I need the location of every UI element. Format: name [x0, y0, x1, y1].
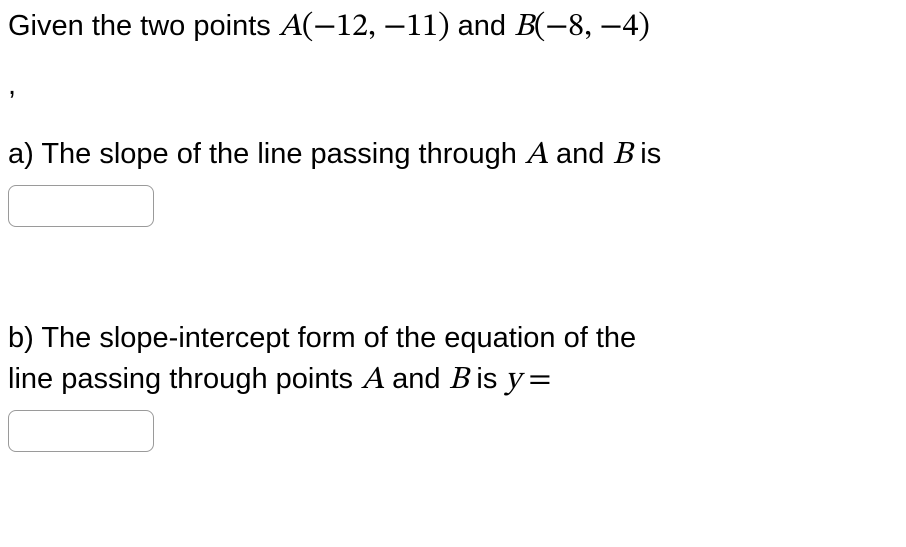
- intro-line: Given the two points A(−12, −11) and B(−…: [8, 6, 898, 49]
- point-a-label: A: [279, 11, 302, 43]
- part-b-mid: and: [384, 363, 449, 395]
- point-a-neg2: −: [383, 11, 406, 43]
- trailing-comma: ,: [8, 71, 898, 100]
- part-b-y: y: [505, 364, 520, 396]
- point-a-open: (: [302, 11, 313, 43]
- point-a-close: ): [438, 11, 449, 43]
- point-b-label: B: [514, 11, 534, 43]
- part-a-suffix: is: [632, 138, 661, 170]
- part-b-B: B: [449, 364, 469, 396]
- part-b-A: A: [361, 364, 384, 396]
- point-b-y: 4: [623, 11, 639, 43]
- point-b-sep: ,: [584, 11, 599, 43]
- slope-input[interactable]: [8, 185, 154, 227]
- part-a-B: B: [612, 139, 632, 171]
- point-b-close: ): [638, 11, 649, 43]
- point-a-x: 12: [336, 11, 368, 43]
- part-b-eq: =: [521, 364, 552, 396]
- point-a-y: 11: [406, 11, 438, 43]
- intro-mid: and: [450, 10, 515, 42]
- intro-prefix: Given the two points: [8, 10, 279, 42]
- part-a-A: A: [525, 139, 548, 171]
- part-a-prefix: a) The slope of the line passing through: [8, 138, 525, 170]
- part-b-is: is: [468, 363, 505, 395]
- part-b-line2: line passing through points A and B is y…: [8, 359, 898, 402]
- point-b-open: (: [534, 11, 545, 43]
- point-a-neg1: −: [313, 11, 336, 43]
- part-a-prompt: a) The slope of the line passing through…: [8, 134, 898, 177]
- part-b-line1-text: b) The slope-intercept form of the equat…: [8, 322, 636, 354]
- part-a-mid: and: [548, 138, 613, 170]
- question-container: Given the two points A(−12, −11) and B(−…: [0, 0, 906, 462]
- part-b-line2-prefix: line passing through points: [8, 363, 361, 395]
- equation-input[interactable]: [8, 410, 154, 452]
- point-b-neg2: −: [600, 11, 623, 43]
- part-b-line1: b) The slope-intercept form of the equat…: [8, 319, 898, 358]
- point-b-neg1: −: [545, 11, 568, 43]
- point-b-x: 8: [568, 11, 584, 43]
- point-a-sep: ,: [368, 11, 383, 43]
